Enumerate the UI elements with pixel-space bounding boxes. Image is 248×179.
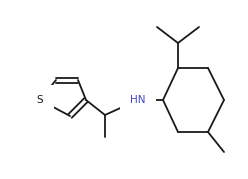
Text: S: S: [37, 95, 43, 105]
Text: HN: HN: [130, 95, 146, 105]
